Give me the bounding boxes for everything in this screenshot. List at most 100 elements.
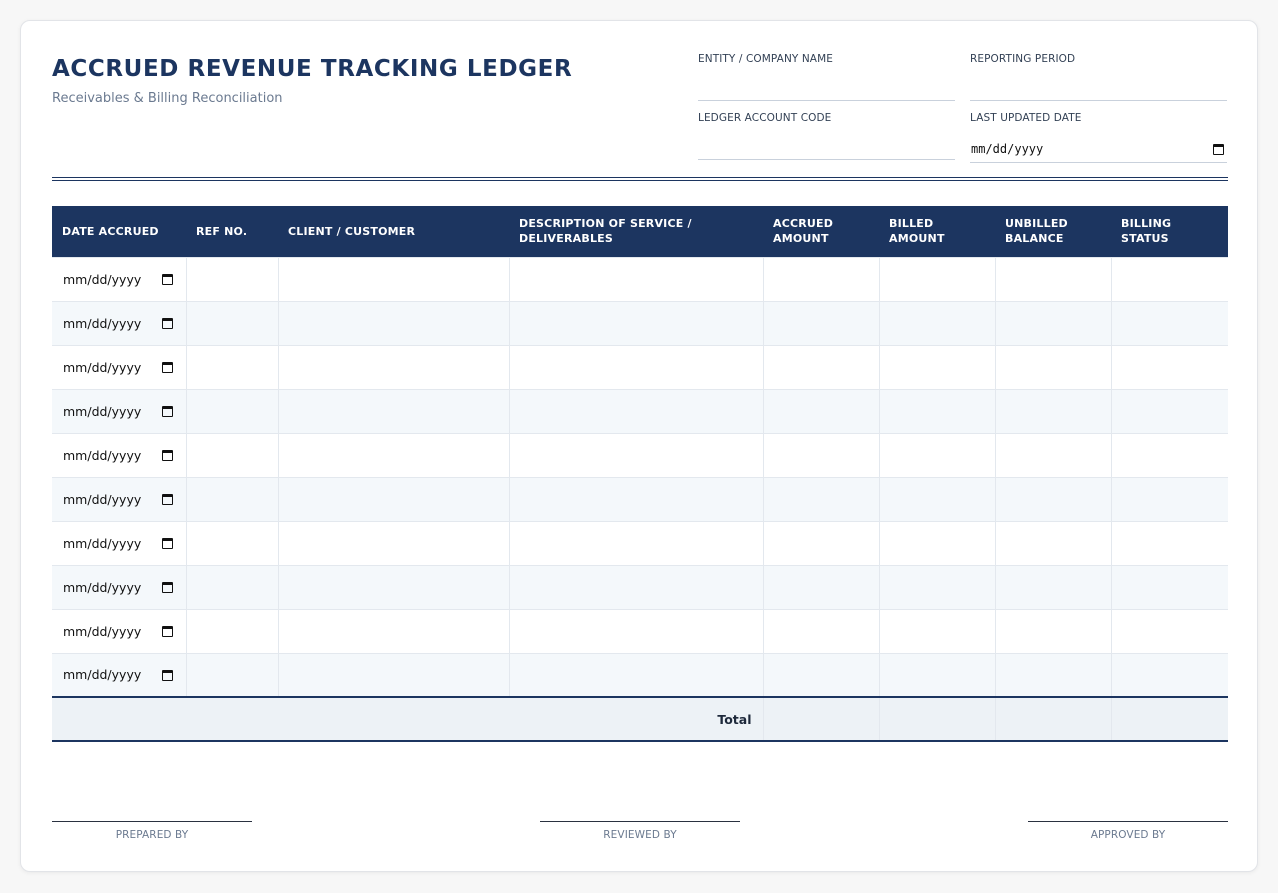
description-cell[interactable] bbox=[508, 256, 764, 302]
billing-status-cell[interactable] bbox=[1110, 476, 1228, 522]
accrued-amount-cell[interactable] bbox=[762, 388, 880, 434]
client-cell[interactable] bbox=[277, 300, 510, 346]
description-cell[interactable] bbox=[508, 432, 764, 478]
billing-status-cell[interactable] bbox=[1110, 388, 1228, 434]
calendar-icon[interactable] bbox=[161, 581, 173, 593]
unbilled-balance-cell[interactable] bbox=[994, 300, 1112, 346]
signature-line-reviewed[interactable] bbox=[540, 821, 740, 822]
accrued-amount-cell[interactable] bbox=[762, 520, 880, 566]
date-accrued-cell[interactable]: mm/dd/yyyy bbox=[52, 300, 187, 346]
calendar-icon[interactable] bbox=[161, 273, 173, 285]
calendar-icon[interactable] bbox=[161, 669, 173, 681]
billed-amount-cell[interactable] bbox=[878, 476, 996, 522]
billing-status-cell[interactable] bbox=[1110, 564, 1228, 610]
calendar-icon[interactable] bbox=[161, 449, 173, 461]
date-accrued-cell[interactable]: mm/dd/yyyy bbox=[52, 344, 187, 390]
date-accrued-cell[interactable]: mm/dd/yyyy bbox=[52, 432, 187, 478]
billed-amount-cell[interactable] bbox=[878, 300, 996, 346]
calendar-icon[interactable] bbox=[161, 493, 173, 505]
client-cell[interactable] bbox=[277, 432, 510, 478]
description-cell[interactable] bbox=[508, 388, 764, 434]
last-updated-date-input[interactable]: mm/dd/yyyy bbox=[970, 138, 1227, 163]
unbilled-balance-cell[interactable] bbox=[994, 476, 1112, 522]
billed-amount-cell[interactable] bbox=[878, 256, 996, 302]
signature-line-prepared[interactable] bbox=[52, 821, 252, 822]
billed-amount-cell[interactable] bbox=[878, 432, 996, 478]
description-cell[interactable] bbox=[508, 564, 764, 610]
calendar-icon[interactable] bbox=[161, 405, 173, 417]
billed-amount-cell[interactable] bbox=[878, 652, 996, 698]
accrued-amount-cell[interactable] bbox=[762, 256, 880, 302]
ref-no-cell[interactable] bbox=[185, 608, 279, 654]
accrued-amount-cell[interactable] bbox=[762, 344, 880, 390]
client-cell[interactable] bbox=[277, 388, 510, 434]
accrued-amount-cell[interactable] bbox=[762, 300, 880, 346]
calendar-icon[interactable] bbox=[161, 537, 173, 549]
billing-status-cell[interactable] bbox=[1110, 300, 1228, 346]
description-cell[interactable] bbox=[508, 344, 764, 390]
calendar-icon[interactable] bbox=[161, 625, 173, 637]
billing-status-cell[interactable] bbox=[1110, 344, 1228, 390]
ref-no-cell[interactable] bbox=[185, 520, 279, 566]
ref-no-cell[interactable] bbox=[185, 432, 279, 478]
billing-status-cell[interactable] bbox=[1110, 520, 1228, 566]
total-unbilled-balance-cell[interactable] bbox=[994, 696, 1112, 742]
accrued-amount-cell[interactable] bbox=[762, 652, 880, 698]
total-billing-status-cell[interactable] bbox=[1110, 696, 1228, 742]
unbilled-balance-cell[interactable] bbox=[994, 432, 1112, 478]
total-billed-amount-cell[interactable] bbox=[878, 696, 996, 742]
date-accrued-cell[interactable]: mm/dd/yyyy bbox=[52, 608, 187, 654]
ref-no-cell[interactable] bbox=[185, 564, 279, 610]
billing-status-cell[interactable] bbox=[1110, 608, 1228, 654]
client-cell[interactable] bbox=[277, 256, 510, 302]
billing-status-cell[interactable] bbox=[1110, 256, 1228, 302]
description-cell[interactable] bbox=[508, 608, 764, 654]
billed-amount-cell[interactable] bbox=[878, 520, 996, 566]
client-cell[interactable] bbox=[277, 564, 510, 610]
client-cell[interactable] bbox=[277, 520, 510, 566]
unbilled-balance-cell[interactable] bbox=[994, 652, 1112, 698]
date-accrued-cell[interactable]: mm/dd/yyyy bbox=[52, 652, 187, 698]
unbilled-balance-cell[interactable] bbox=[994, 564, 1112, 610]
ref-no-cell[interactable] bbox=[185, 256, 279, 302]
calendar-icon[interactable] bbox=[1213, 144, 1224, 155]
accrued-amount-cell[interactable] bbox=[762, 476, 880, 522]
date-accrued-cell[interactable]: mm/dd/yyyy bbox=[52, 388, 187, 434]
date-accrued-cell[interactable]: mm/dd/yyyy bbox=[52, 476, 187, 522]
unbilled-balance-cell[interactable] bbox=[994, 608, 1112, 654]
accrued-amount-cell[interactable] bbox=[762, 608, 880, 654]
date-accrued-cell[interactable]: mm/dd/yyyy bbox=[52, 564, 187, 610]
ref-no-cell[interactable] bbox=[185, 344, 279, 390]
ref-no-cell[interactable] bbox=[185, 652, 279, 698]
description-cell[interactable] bbox=[508, 476, 764, 522]
unbilled-balance-cell[interactable] bbox=[994, 388, 1112, 434]
unbilled-balance-cell[interactable] bbox=[994, 344, 1112, 390]
signature-line-approved[interactable] bbox=[1028, 821, 1228, 822]
billing-status-cell[interactable] bbox=[1110, 652, 1228, 698]
billed-amount-cell[interactable] bbox=[878, 608, 996, 654]
ledger-account-input[interactable] bbox=[698, 138, 955, 160]
ref-no-cell[interactable] bbox=[185, 300, 279, 346]
billing-status-cell[interactable] bbox=[1110, 432, 1228, 478]
client-cell[interactable] bbox=[277, 476, 510, 522]
client-cell[interactable] bbox=[277, 344, 510, 390]
entity-input[interactable] bbox=[698, 79, 955, 101]
ref-no-cell[interactable] bbox=[185, 476, 279, 522]
accrued-amount-cell[interactable] bbox=[762, 432, 880, 478]
date-accrued-cell[interactable]: mm/dd/yyyy bbox=[52, 256, 187, 302]
unbilled-balance-cell[interactable] bbox=[994, 256, 1112, 302]
description-cell[interactable] bbox=[508, 652, 764, 698]
description-cell[interactable] bbox=[508, 520, 764, 566]
calendar-icon[interactable] bbox=[161, 317, 173, 329]
billed-amount-cell[interactable] bbox=[878, 564, 996, 610]
billed-amount-cell[interactable] bbox=[878, 344, 996, 390]
ref-no-cell[interactable] bbox=[185, 388, 279, 434]
client-cell[interactable] bbox=[277, 652, 510, 698]
date-accrued-cell[interactable]: mm/dd/yyyy bbox=[52, 520, 187, 566]
total-accrued-amount-cell[interactable] bbox=[762, 696, 880, 742]
accrued-amount-cell[interactable] bbox=[762, 564, 880, 610]
calendar-icon[interactable] bbox=[161, 361, 173, 373]
unbilled-balance-cell[interactable] bbox=[994, 520, 1112, 566]
billed-amount-cell[interactable] bbox=[878, 388, 996, 434]
reporting-period-input[interactable] bbox=[970, 79, 1227, 101]
